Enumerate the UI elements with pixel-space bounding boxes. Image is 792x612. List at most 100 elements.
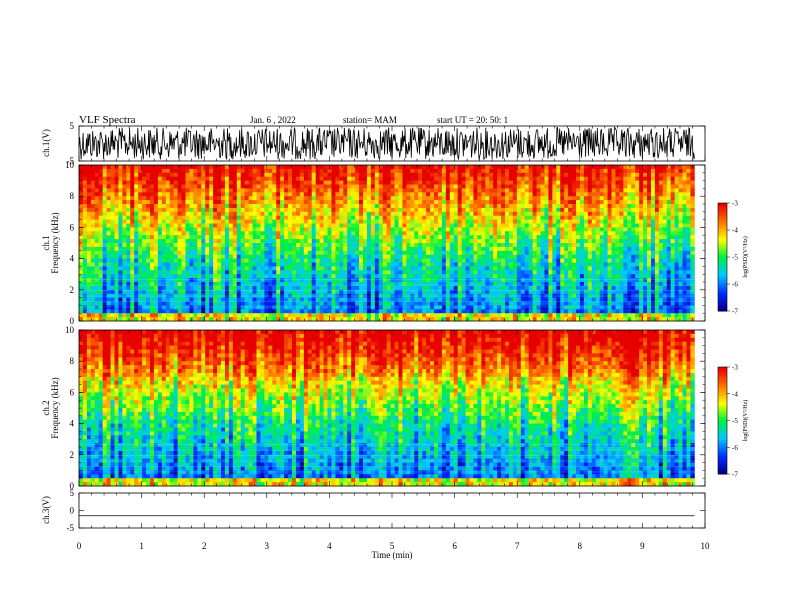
spectrogram-cell xyxy=(86,207,92,213)
spectrogram-cell xyxy=(303,223,309,228)
spectrogram-cell xyxy=(339,192,344,197)
spectrogram-cell xyxy=(331,184,336,189)
spectrogram-cell xyxy=(422,254,427,259)
spectrogram-cell xyxy=(272,192,277,197)
spectrogram-cell xyxy=(169,196,175,201)
spectrogram-cell xyxy=(374,172,380,178)
spectrogram-cell xyxy=(303,227,309,232)
spectrogram-cell xyxy=(260,254,265,259)
spectrogram-cell xyxy=(138,176,143,181)
spectrogram-cell xyxy=(205,204,210,209)
spectrogram-cell xyxy=(319,301,324,306)
spectrogram-cell xyxy=(473,168,478,174)
spectrogram-cell xyxy=(272,305,277,310)
spectrogram-cell xyxy=(252,200,257,205)
spectrogram-cell xyxy=(406,266,411,271)
spectrogram-cell xyxy=(86,254,92,259)
spectrogram-cell xyxy=(445,192,451,197)
spectrogram-cell xyxy=(272,196,277,201)
spectrogram-cell xyxy=(240,188,246,193)
spectrogram-cell xyxy=(410,180,415,185)
spectrogram-cell xyxy=(130,313,135,318)
spectrogram-cell xyxy=(508,285,514,291)
spectrogram-cell xyxy=(335,250,340,256)
spectrogram-cell xyxy=(406,250,411,256)
spectrogram-cell xyxy=(516,301,522,306)
spectrogram-cell xyxy=(516,219,522,224)
spectrogram-cell xyxy=(528,204,534,209)
spectrogram-cell xyxy=(201,223,206,228)
spectrogram-cell xyxy=(501,207,506,213)
spectrogram-cell xyxy=(126,215,131,220)
spectrogram-cell xyxy=(260,266,265,271)
spectrogram-cell xyxy=(114,309,119,314)
spectrogram-cell xyxy=(157,305,163,310)
spectrogram-cell xyxy=(94,207,100,213)
spectrogram-cell xyxy=(544,231,549,236)
spectrogram-cell xyxy=(217,274,222,279)
spectrogram-cell xyxy=(422,180,427,185)
spectrogram-cell xyxy=(134,246,139,252)
spectrogram-cell xyxy=(134,219,139,224)
spectrogram-cell xyxy=(110,301,115,306)
spectrogram-cell xyxy=(343,301,348,306)
spectrogram-cell xyxy=(426,317,431,322)
spectrogram-cell xyxy=(181,246,186,252)
spectrogram-cell xyxy=(544,266,549,271)
spectrogram-cell xyxy=(493,192,498,197)
spectrogram-cell xyxy=(319,317,324,322)
spectrogram-cell xyxy=(307,270,313,275)
spectrogram-cell xyxy=(165,192,171,197)
spectrogram-cell xyxy=(110,204,115,209)
spectrogram-cell xyxy=(248,196,253,201)
spectrogram-cell xyxy=(228,278,234,283)
spectrogram-cell xyxy=(118,250,123,256)
spectrogram-cell xyxy=(493,184,498,189)
spectrogram-cell xyxy=(106,305,111,310)
spectrogram-cell xyxy=(90,223,96,228)
spectrogram-cell xyxy=(556,204,561,209)
spectrogram-cell xyxy=(181,231,186,236)
spectrogram-cell xyxy=(552,297,557,302)
spectrogram-cell xyxy=(370,278,376,283)
spectrogram-cell xyxy=(410,188,415,193)
spectrogram-cell xyxy=(331,301,336,306)
spectrogram-cell xyxy=(477,231,482,236)
spectrogram-cell xyxy=(497,254,502,259)
spectrogram-cell xyxy=(280,231,285,236)
spectrogram-cell xyxy=(457,227,463,232)
spectrogram-cell xyxy=(256,246,261,252)
spectrogram-cell xyxy=(126,266,131,271)
spectrogram-cell xyxy=(335,223,340,228)
spectrogram-cell xyxy=(205,165,210,170)
spectrogram-cell xyxy=(276,184,281,189)
spectrogram-cell xyxy=(307,219,313,224)
spectrogram-cell xyxy=(386,274,392,279)
spectrogram-cell xyxy=(157,262,163,267)
spectrogram-cell xyxy=(390,239,395,244)
spectrogram-cell xyxy=(394,317,399,322)
spectrogram-cell xyxy=(505,301,510,306)
spectrogram-cell xyxy=(173,165,179,170)
spectrogram-cell xyxy=(157,168,163,174)
spectrogram-cell xyxy=(264,180,269,185)
spectrogram-cell xyxy=(205,270,210,275)
spectrogram-cell xyxy=(489,223,494,228)
spectrogram-cell xyxy=(445,317,451,322)
spectrogram-cell xyxy=(343,192,348,197)
spectrogram-cell xyxy=(520,184,526,189)
spectrogram-cell xyxy=(205,188,210,193)
spectrogram-cell xyxy=(260,270,265,275)
spectrogram-cell xyxy=(79,289,84,295)
spectrogram-cell xyxy=(386,309,392,314)
spectrogram-cell xyxy=(355,227,360,232)
spectrogram-cell xyxy=(221,317,226,322)
spectrogram-cell xyxy=(339,172,344,178)
spectrogram-cell xyxy=(272,239,277,244)
spectrogram-cell xyxy=(508,227,514,232)
spectrogram-cell xyxy=(548,278,553,283)
spectrogram-cell xyxy=(118,223,123,228)
spectrogram-cell xyxy=(79,285,84,291)
spectrogram-cell xyxy=(311,278,317,283)
spectrogram-cell xyxy=(390,192,395,197)
